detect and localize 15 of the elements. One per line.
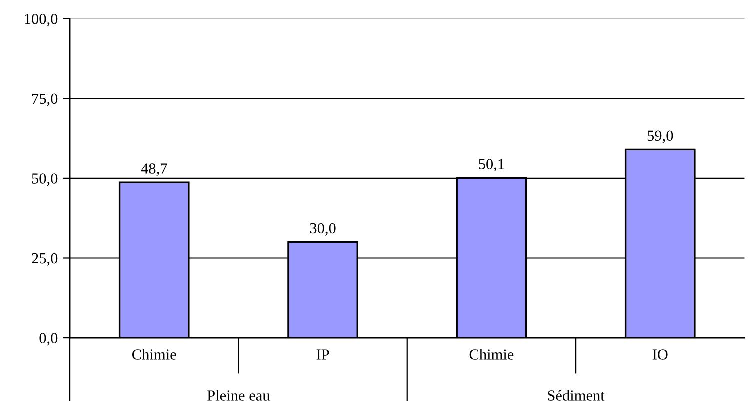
- y-tick-label: 0,0: [40, 333, 58, 346]
- data-label: 50,1: [479, 159, 504, 172]
- x-tick-label: Chimie: [132, 349, 176, 360]
- x-tick-label: Chimie: [470, 349, 514, 360]
- data-label: 30,0: [310, 223, 336, 236]
- data-label: 48,7: [141, 164, 168, 176]
- text: Sédiment: [548, 390, 605, 401]
- text: Pleine eau: [208, 390, 270, 401]
- y-tick-label: 75,0: [32, 94, 58, 106]
- x-tick-label: IO: [652, 350, 668, 360]
- y-tick-label: 50,0: [32, 174, 58, 186]
- y-tick-label: 25,0: [32, 253, 58, 266]
- x-tick-label: IP: [316, 350, 330, 360]
- data-label: 59,0: [648, 130, 674, 144]
- y-tick-label: 100,0: [25, 14, 58, 26]
